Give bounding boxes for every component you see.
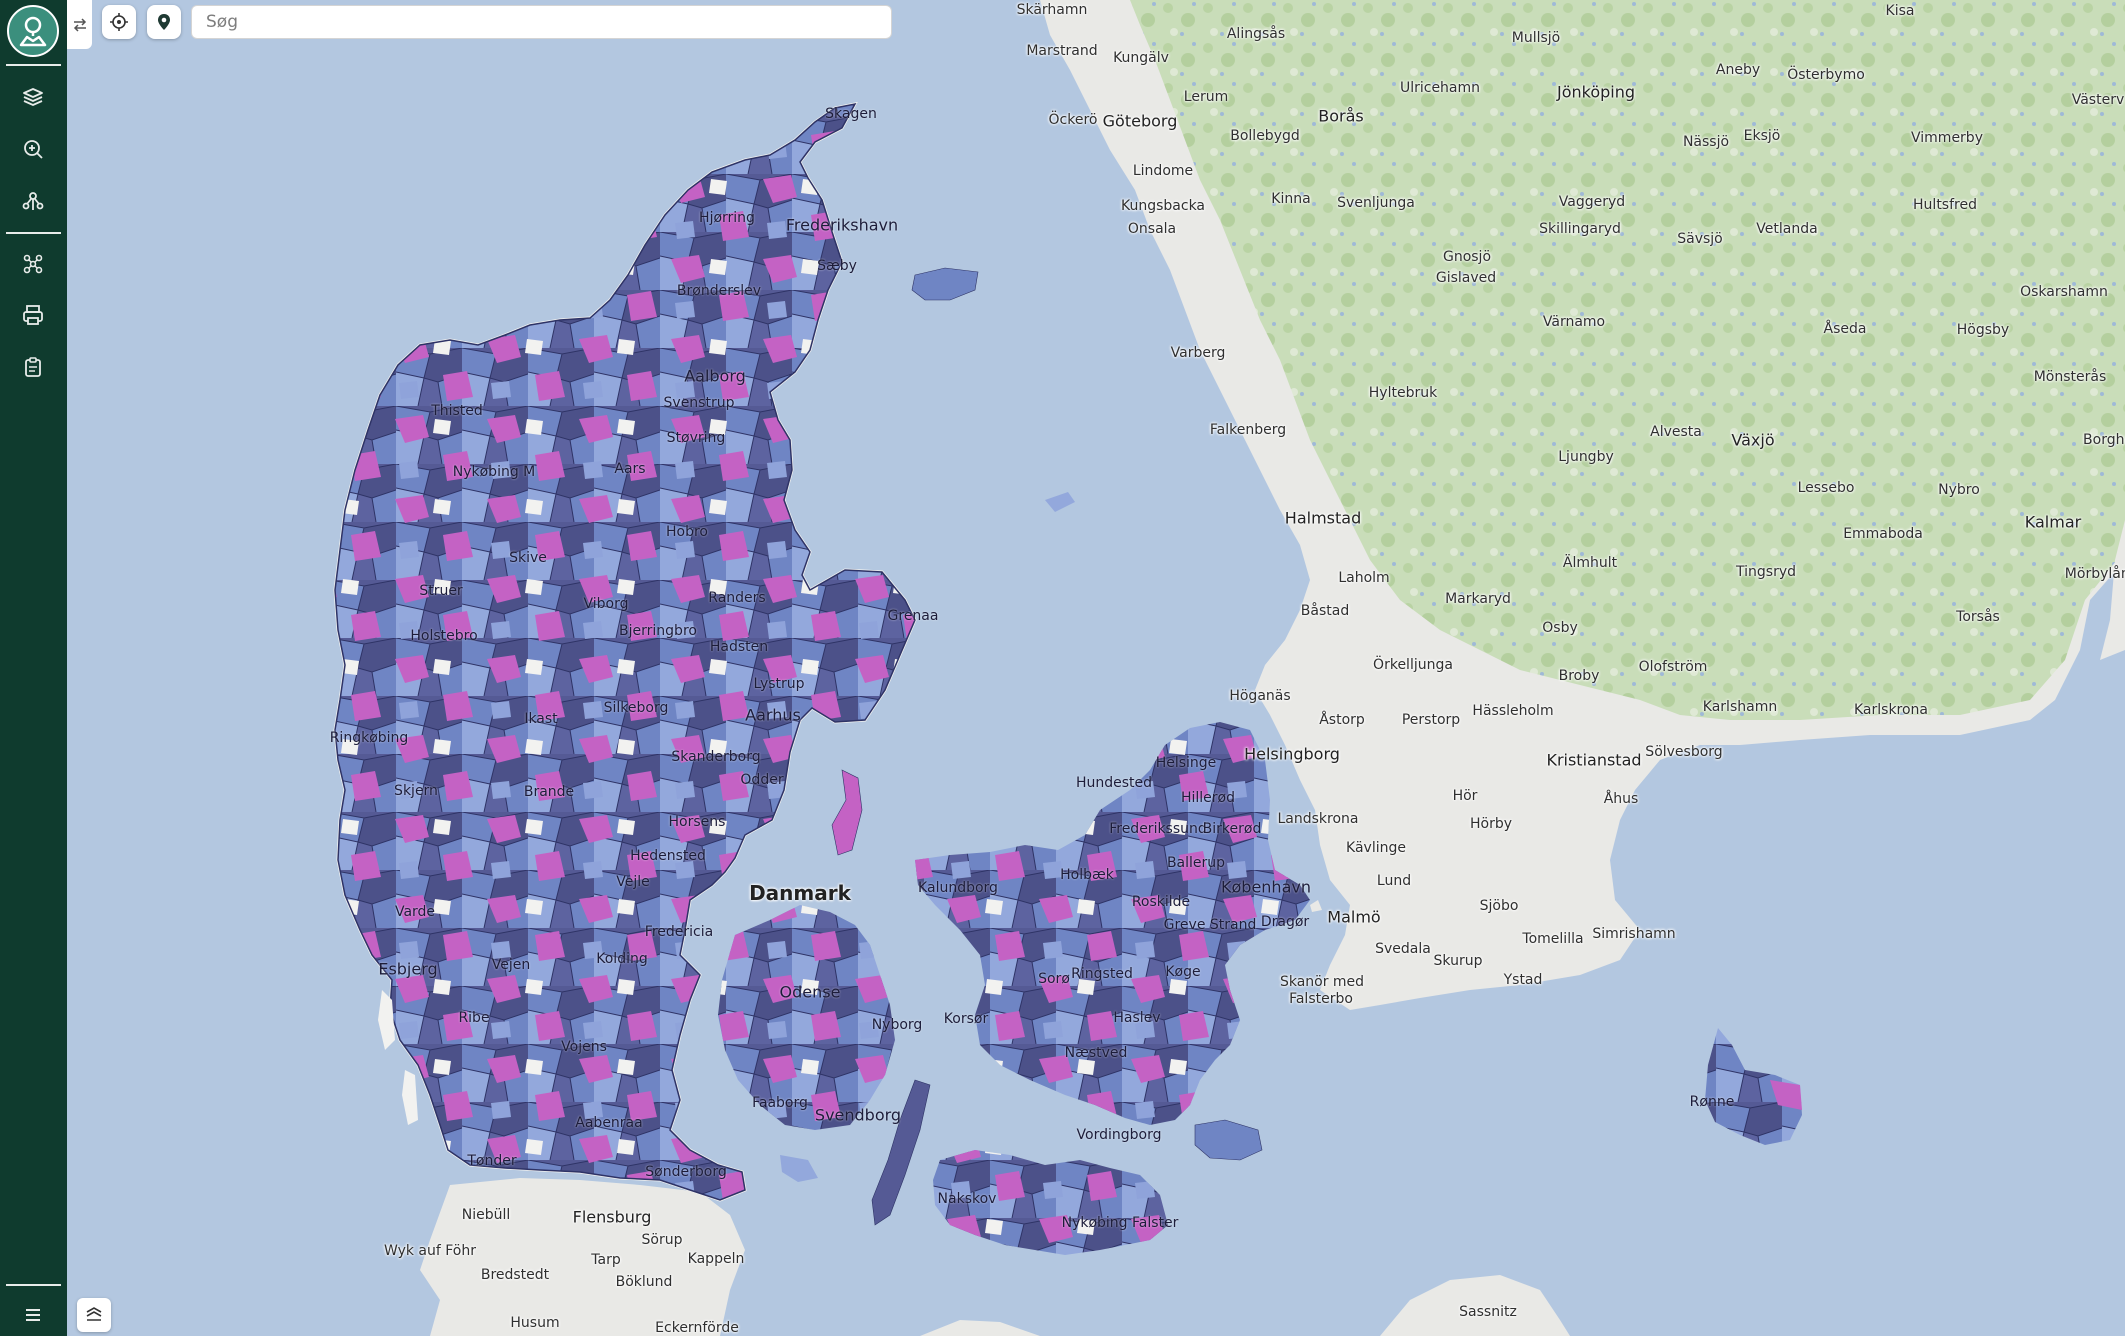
sidebar-separator	[6, 1284, 61, 1286]
romo-island	[402, 1070, 418, 1125]
notes-button[interactable]	[18, 352, 48, 382]
anholt-island	[1045, 492, 1075, 512]
langeland-island	[871, 1079, 931, 1226]
clipboard-icon	[25, 357, 41, 377]
samso-island	[831, 769, 863, 856]
collapse-sidebar-button[interactable]	[67, 0, 92, 49]
hamburger-icon	[26, 1309, 40, 1321]
pin-button[interactable]	[147, 5, 181, 39]
crosshair-icon	[110, 13, 128, 31]
user-map-icon	[19, 16, 47, 47]
layers-legend-icon	[86, 1307, 102, 1321]
sidebar-separator	[6, 64, 61, 66]
sidebar-separator	[6, 232, 61, 234]
legend-button[interactable]	[77, 1298, 111, 1332]
swap-arrows-icon	[73, 17, 86, 32]
sidebar	[0, 0, 67, 1336]
sweden-forest	[1130, 0, 2125, 720]
laeso-island	[911, 267, 979, 301]
map-pin-icon	[158, 14, 170, 30]
measure-button[interactable]	[18, 186, 48, 216]
oland-tip	[2100, 520, 2125, 660]
layers-icon	[23, 88, 43, 106]
locate-button[interactable]	[102, 5, 136, 39]
germany-land	[420, 1178, 745, 1336]
ruegen-land	[1380, 1275, 1570, 1336]
network-button[interactable]	[18, 248, 48, 278]
network-icon	[23, 254, 43, 274]
lolland-south-land	[920, 1320, 1040, 1336]
avatar[interactable]	[7, 5, 59, 57]
route-icon	[22, 192, 44, 210]
ven-island	[1310, 900, 1322, 912]
magnifier-plus-icon	[24, 140, 43, 159]
aero-island	[780, 1155, 818, 1182]
layers-button[interactable]	[18, 82, 48, 112]
printer-icon	[23, 305, 43, 325]
zoom-button[interactable]	[18, 134, 48, 164]
fano-island	[378, 990, 395, 1050]
search-input[interactable]	[191, 5, 892, 39]
print-button[interactable]	[18, 300, 48, 330]
menu-button[interactable]	[18, 1300, 48, 1330]
mon-island	[1194, 1119, 1263, 1161]
